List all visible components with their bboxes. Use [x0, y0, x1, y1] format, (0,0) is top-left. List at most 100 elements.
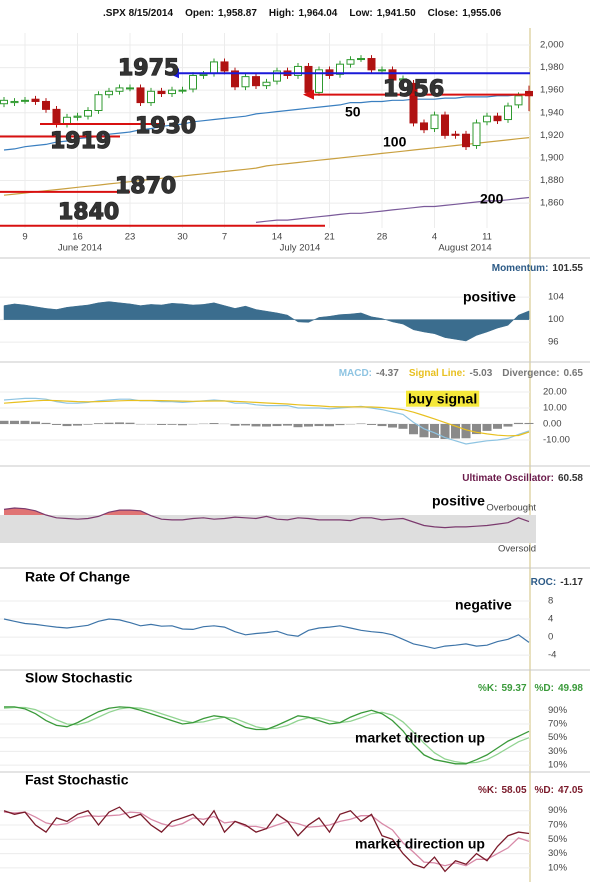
candle-body — [315, 69, 323, 93]
divergence-bar — [52, 424, 61, 425]
y-tick-label: 20.00 — [543, 387, 567, 398]
level-arrow — [168, 68, 179, 79]
candle-body — [420, 122, 428, 131]
y-tick-label: 1,960 — [540, 85, 564, 96]
level-arrow — [303, 89, 314, 100]
ma-label: 100 — [383, 134, 407, 150]
divergence-bar — [325, 424, 334, 427]
candle-body — [262, 81, 271, 87]
divergence-bar — [493, 424, 502, 429]
candle-body — [231, 70, 239, 88]
x-tick-label: 28 — [377, 232, 388, 243]
y-tick-label: 70% — [548, 719, 568, 730]
candle-body — [94, 94, 103, 112]
candle-body — [430, 114, 439, 130]
candle-body — [514, 95, 523, 106]
divergence-bar — [104, 422, 114, 424]
divergence-bar — [472, 424, 481, 435]
candle-body — [168, 89, 176, 95]
divergence-bar — [409, 424, 418, 435]
candle-body — [73, 115, 82, 118]
divergence-bar — [293, 424, 303, 428]
divergence-bar — [157, 424, 166, 425]
y-tick-label: 1,900 — [540, 152, 564, 163]
x-tick-label: 4 — [432, 232, 437, 243]
divergence-bar — [335, 424, 345, 426]
candle-body — [189, 74, 197, 90]
candle-body — [304, 65, 313, 93]
field-value: 1,955.06 — [462, 8, 501, 19]
divergence-bar — [94, 423, 103, 424]
divergence-bar — [440, 424, 450, 440]
candle-body — [136, 87, 145, 104]
legend-readout: 59.37 — [501, 683, 526, 694]
annotation: positive — [463, 289, 516, 305]
candle-body — [220, 61, 229, 72]
candle-body — [399, 78, 407, 81]
panel-header: %K: 59.37 %D: 49.98 — [478, 683, 583, 694]
y-tick-label: 104 — [548, 292, 564, 303]
divergence-bar — [73, 424, 82, 426]
divergence-bar — [31, 421, 40, 424]
candle-body — [147, 90, 155, 104]
x-tick-label: 30 — [177, 232, 188, 243]
divergence-bar — [20, 420, 30, 424]
candle-body — [451, 133, 460, 136]
level-label: 1919 — [50, 129, 111, 154]
x-tick-label: 21 — [324, 232, 335, 243]
y-tick-label: 70% — [548, 820, 568, 831]
band-label: Oversold — [498, 544, 536, 555]
candle-body — [346, 59, 355, 65]
x-tick-label: 14 — [272, 232, 283, 243]
field-label: Close: — [428, 8, 459, 19]
macd-line — [3, 399, 530, 437]
legend-label: %D: — [535, 683, 554, 694]
x-tick-label: 11 — [482, 232, 492, 243]
level-label: 1840 — [58, 200, 119, 225]
y-tick-label: 50% — [548, 732, 568, 743]
field-label: High: — [269, 8, 295, 19]
candle-body — [462, 133, 470, 148]
momentum-area — [3, 301, 530, 342]
divergence-bar — [514, 422, 523, 424]
legend-label: MACD: — [339, 368, 372, 379]
candle-body — [357, 58, 365, 61]
divergence-bar — [314, 424, 324, 427]
divergence-bar — [461, 424, 471, 439]
level-label: 1870 — [115, 174, 176, 199]
field-value: 1,958.87 — [218, 8, 257, 19]
field-value: 1,941.50 — [377, 8, 416, 19]
legend-readout: 0.65 — [564, 368, 584, 379]
y-tick-label: 1,920 — [540, 130, 564, 141]
candle-body — [42, 100, 50, 110]
legend-readout: -5.03 — [469, 368, 492, 379]
level-label: 1975 — [118, 56, 179, 81]
header: .SPX 8/15/2014 Open: 1,958.87 High: 1,964.04… — [103, 8, 502, 19]
candle-body — [378, 69, 386, 72]
symbol-date: .SPX 8/15/2014 — [103, 8, 173, 19]
readout: -1.17 — [560, 577, 583, 588]
divergence-bar — [41, 422, 51, 424]
overbought-area — [4, 508, 529, 515]
divergence-bar — [262, 424, 271, 427]
annotation: buy signal — [408, 391, 477, 407]
panel-separators — [0, 257, 590, 773]
candle-body — [178, 89, 187, 92]
panel-header: MACD: -4.37 Signal Line: -5.03 Divergence: 0.… — [339, 368, 584, 379]
candle-body — [10, 100, 19, 104]
x-tick-label: 16 — [72, 232, 83, 243]
candle-body — [84, 110, 92, 117]
y-tick-label: 90% — [548, 805, 568, 816]
divergence-bar — [482, 424, 492, 431]
candle-body — [210, 61, 218, 74]
divergence-bar — [503, 424, 513, 427]
candle-body — [31, 98, 40, 102]
y-tick-label: -10.00 — [543, 435, 570, 446]
divergence-bar — [377, 424, 387, 427]
divergence-bar — [430, 424, 439, 438]
stochastic-line — [3, 806, 530, 873]
divergence-bar — [304, 424, 313, 427]
candle-body — [441, 114, 449, 136]
readout: 60.58 — [558, 473, 583, 484]
